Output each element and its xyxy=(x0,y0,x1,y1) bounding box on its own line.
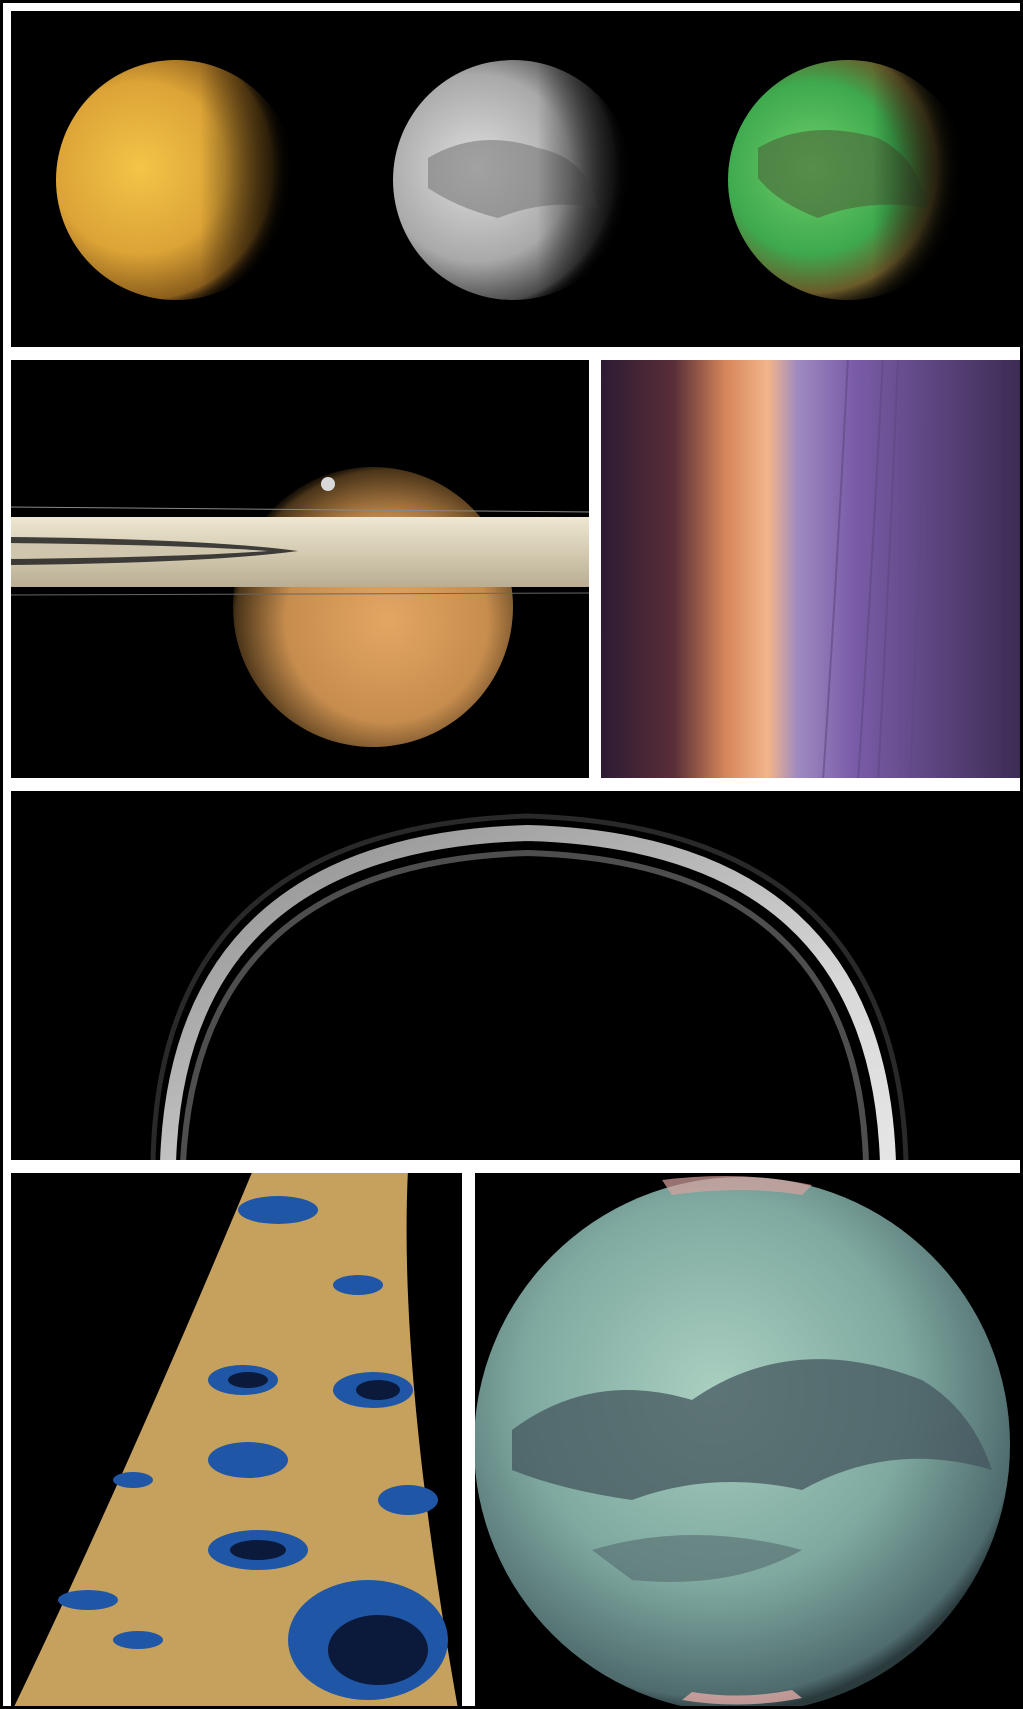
titan-three-views-panel xyxy=(8,8,1023,350)
titan-three-views-image xyxy=(8,8,1023,350)
titan-infrared-globe-panel xyxy=(472,1170,1023,1709)
titan-radar-lakes-panel xyxy=(8,1170,465,1709)
titan-infrared-globe-image xyxy=(472,1170,1023,1709)
titan-backlit-arc-panel xyxy=(8,788,1023,1163)
titan-atmosphere-limb-panel xyxy=(598,357,1023,781)
titan-radar-lakes-image xyxy=(8,1170,465,1709)
titan-behind-rings-image xyxy=(8,357,592,781)
titan-atmosphere-limb-image xyxy=(598,357,1023,781)
titan-backlit-arc-image xyxy=(8,788,1023,1163)
titan-behind-rings-panel xyxy=(8,357,592,781)
